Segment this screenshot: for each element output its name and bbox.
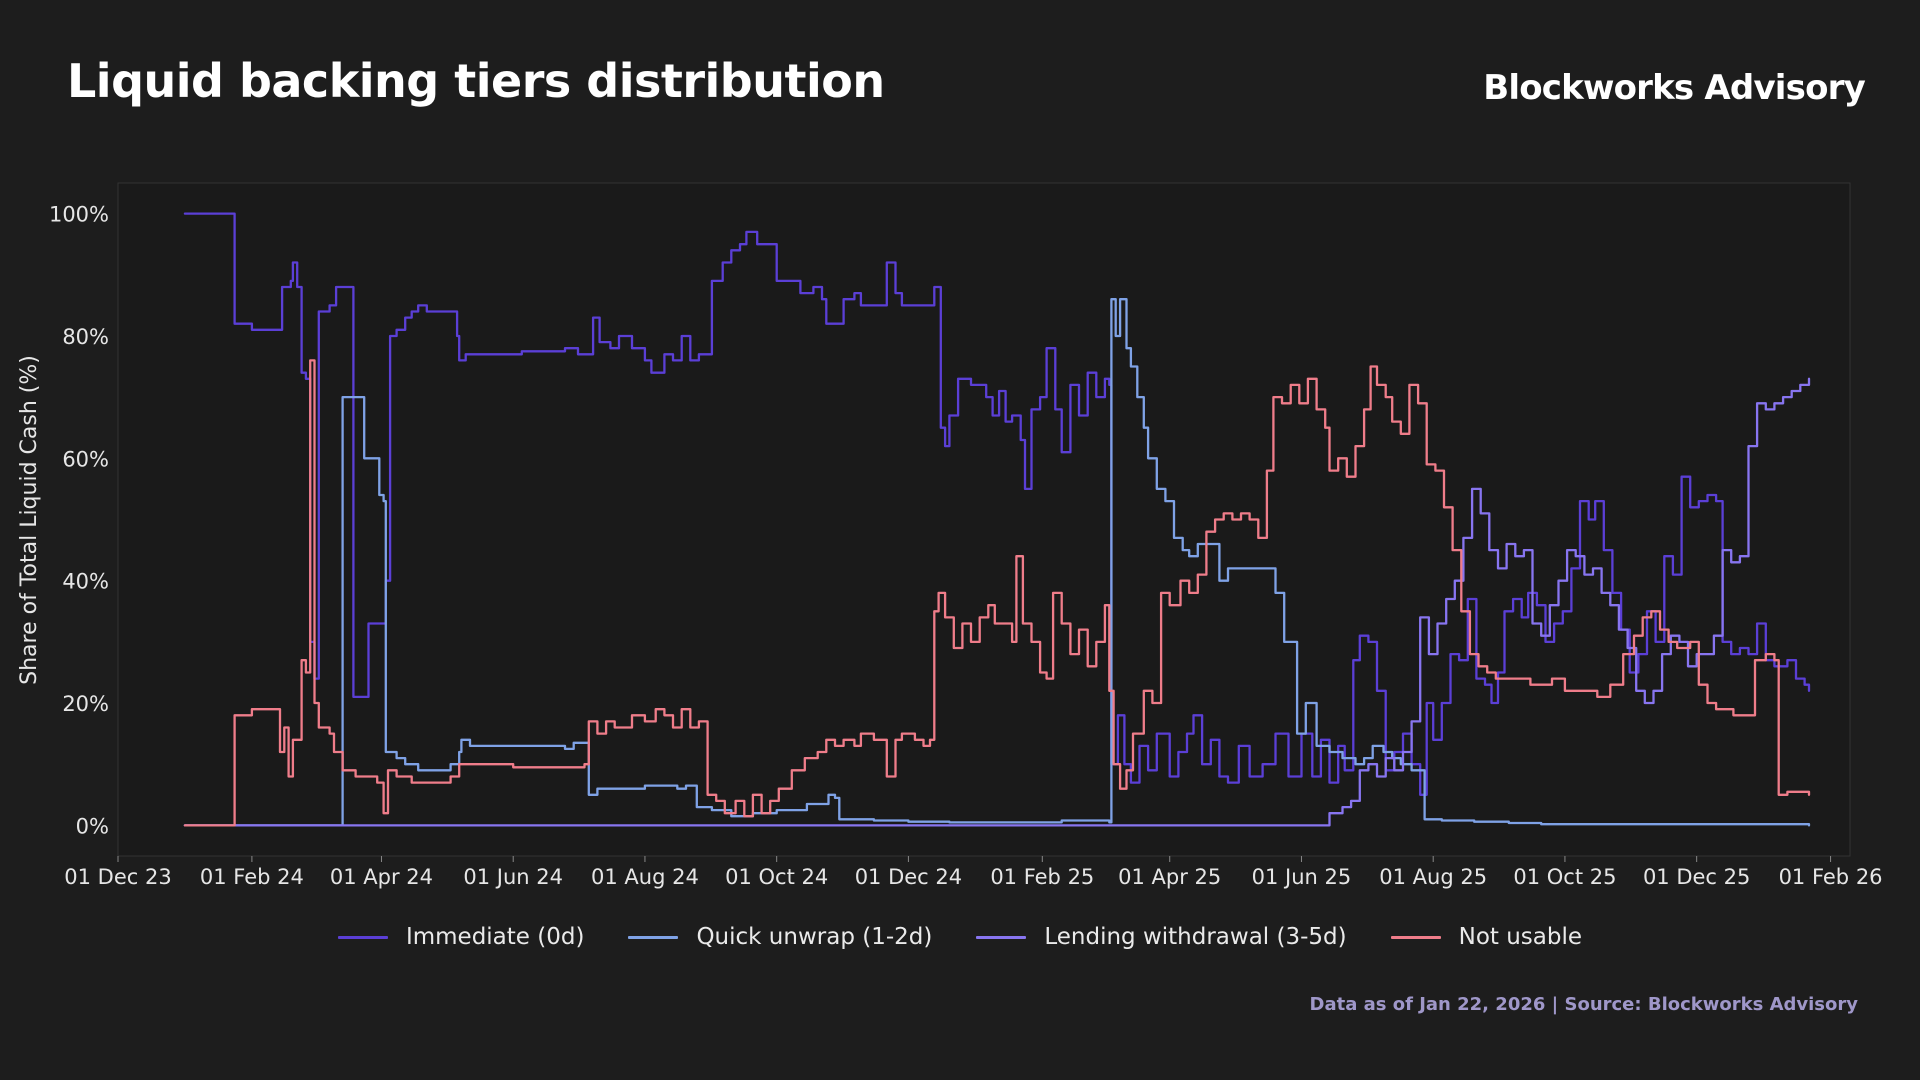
x-axis: 01 Dec 23 01 Feb 24 01 Apr 24 01 Jun 24 01 A… xyxy=(64,856,1883,889)
legend-swatch xyxy=(976,935,1027,939)
legend-swatch xyxy=(337,935,388,939)
series-line-immediate-0d xyxy=(183,212,1811,796)
brand-logo-text: Blockworks Advisory xyxy=(1483,68,1866,108)
x-tick-label: 01 Dec 24 xyxy=(855,865,962,889)
y-tick-label: 60% xyxy=(62,447,109,471)
source-note: Data as of Jan 22, 2026 | Source: Blockw… xyxy=(1309,994,1858,1015)
legend-label: Not usable xyxy=(1458,924,1583,950)
y-tick-label: 0% xyxy=(76,814,109,838)
series-line-lending-withdrawal-3-5d xyxy=(183,377,1811,827)
x-tick-label: 01 Apr 25 xyxy=(1118,865,1221,889)
x-tick-label: 01 Oct 24 xyxy=(725,865,828,889)
x-tick-label: 01 Aug 24 xyxy=(591,865,699,889)
x-tick-label: 01 Feb 25 xyxy=(990,865,1094,889)
series-line-not-usable xyxy=(183,359,1811,827)
x-tick-label: 01 Feb 24 xyxy=(200,865,304,889)
y-axis: 0% 20% 40% 60% 80% 100% xyxy=(49,203,109,839)
x-tick-label: 01 Dec 23 xyxy=(64,865,171,889)
series-lines xyxy=(183,212,1811,827)
x-tick-label: 01 Apr 24 xyxy=(330,865,433,889)
y-tick-label: 80% xyxy=(62,325,109,349)
legend: Immediate (0d) Quick unwrap (1-2d) Lending… xyxy=(0,924,1920,950)
y-tick-label: 100% xyxy=(49,203,109,227)
x-tick-label: 01 Jun 24 xyxy=(463,865,563,889)
legend-item: Not usable xyxy=(1390,924,1583,950)
legend-swatch xyxy=(628,935,679,939)
x-tick-label: 01 Feb 26 xyxy=(1779,865,1883,889)
legend-swatch xyxy=(1390,935,1441,939)
legend-label: Quick unwrap (1-2d) xyxy=(696,924,933,950)
legend-label: Lending withdrawal (3-5d) xyxy=(1044,924,1347,950)
series-line-quick-unwrap-1-2d xyxy=(183,298,1811,827)
legend-item: Immediate (0d) xyxy=(337,924,585,950)
x-tick-label: 01 Dec 25 xyxy=(1643,865,1750,889)
y-tick-label: 20% xyxy=(62,692,109,716)
plot-area xyxy=(117,182,1851,857)
x-tick-label: 01 Aug 25 xyxy=(1379,865,1487,889)
x-tick-label: 01 Oct 25 xyxy=(1513,865,1616,889)
legend-label: Immediate (0d) xyxy=(405,924,585,950)
chart-title: Liquid backing tiers distribution xyxy=(67,54,885,108)
y-axis-label: Share of Total Liquid Cash (%) xyxy=(17,355,42,685)
y-tick-label: 40% xyxy=(62,570,109,594)
legend-item: Quick unwrap (1-2d) xyxy=(628,924,932,950)
x-tick-label: 01 Jun 25 xyxy=(1252,865,1352,889)
legend-item: Lending withdrawal (3-5d) xyxy=(976,924,1347,950)
